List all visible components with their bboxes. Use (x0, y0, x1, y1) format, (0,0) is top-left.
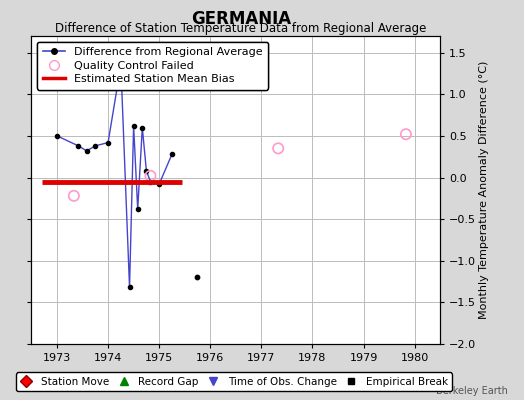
Y-axis label: Monthly Temperature Anomaly Difference (°C): Monthly Temperature Anomaly Difference (… (479, 61, 489, 319)
Point (146, 173, 155, 179)
Text: Berkeley Earth: Berkeley Earth (436, 386, 508, 396)
Text: GERMANIA: GERMANIA (191, 10, 291, 28)
Point (70, 193, 78, 199)
Legend: Station Move, Record Gap, Time of Obs. Change, Empirical Break: Station Move, Record Gap, Time of Obs. C… (16, 372, 452, 391)
Legend: Difference from Regional Average, Quality Control Failed, Estimated Station Mean: Difference from Regional Average, Qualit… (37, 42, 268, 90)
Point (193, 274, 202, 281)
Point (402, 131, 410, 138)
Point (274, 145, 282, 152)
Text: Difference of Station Temperature Data from Regional Average: Difference of Station Temperature Data f… (56, 22, 427, 35)
